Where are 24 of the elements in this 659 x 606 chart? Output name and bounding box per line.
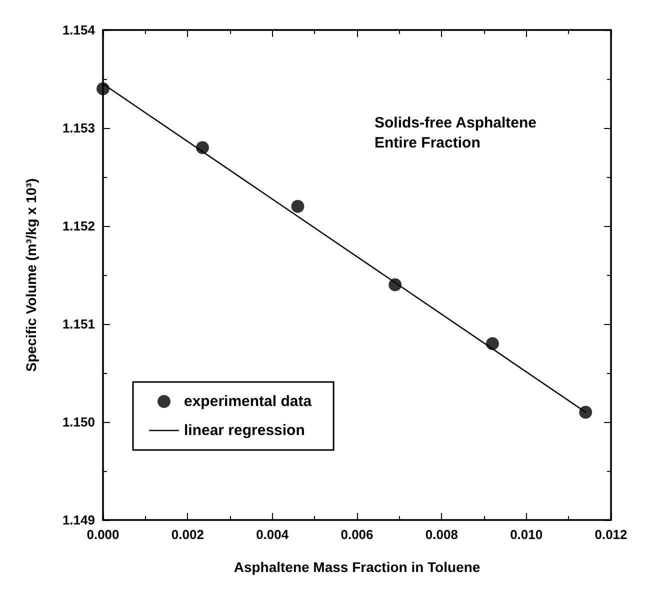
x-tick-label: 0.002	[171, 527, 204, 542]
point	[96, 82, 110, 96]
point	[291, 200, 304, 213]
x-tick-label: 0.012	[594, 527, 628, 542]
x-axis-title: Asphaltene Mass Fraction in Toluene	[234, 559, 480, 575]
y-axis-title: Specific Volume (m³/kg x 10³)	[23, 178, 39, 372]
x-tick-label: 0.010	[510, 527, 543, 542]
legend-label: experimental data	[184, 393, 312, 410]
point	[196, 141, 209, 154]
y-tick-label: 1.154	[62, 22, 96, 38]
point	[579, 406, 592, 419]
annotation: Solids-free Asphaltene Entire Fraction	[374, 114, 536, 152]
legend-label: linear regression	[184, 422, 305, 439]
y-tick-label: 1.152	[62, 218, 95, 234]
y-tick-label: 1.150	[62, 414, 95, 430]
point	[486, 337, 499, 350]
y-tick-label: 1.153	[62, 120, 95, 136]
x-tick-label: 0.006	[340, 527, 374, 542]
x-tick-label: 0.008	[425, 527, 458, 542]
point	[388, 278, 402, 292]
x-tick-label: 0.000	[86, 527, 120, 542]
y-tick-label: 1.151	[62, 316, 95, 332]
y-tick-label: 1.149	[62, 512, 95, 528]
x-tick-label: 0.004	[256, 527, 290, 542]
